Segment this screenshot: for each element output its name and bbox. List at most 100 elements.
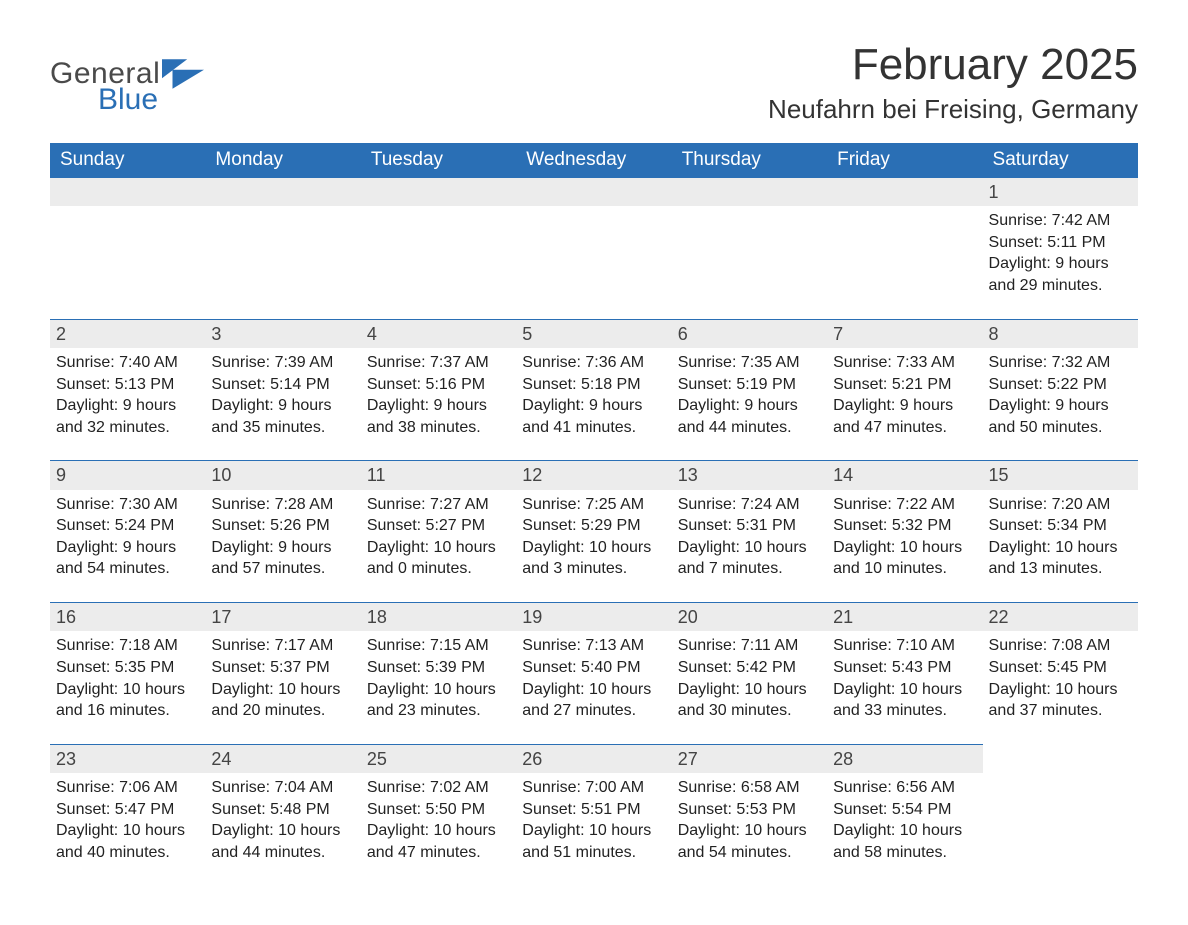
day-content: Sunrise: 7:33 AMSunset: 5:21 PMDaylight:… (833, 352, 976, 438)
sunrise-line: Sunrise: 7:28 AM (211, 494, 354, 516)
day-number: 23 (50, 745, 205, 773)
day-number: 17 (205, 603, 360, 631)
calendar-cell (205, 178, 360, 320)
logo-text: General Blue (50, 58, 204, 115)
calendar-cell: 12Sunrise: 7:25 AMSunset: 5:29 PMDayligh… (516, 461, 671, 603)
calendar-cell: 10Sunrise: 7:28 AMSunset: 5:26 PMDayligh… (205, 461, 360, 603)
day-number: 1 (983, 178, 1138, 206)
calendar-cell: 17 Sunrise: 7:17 AMSunset: 5:37 PMDayligh… (205, 603, 360, 745)
calendar-cell: 9Sunrise: 7:30 AMSunset: 5:24 PMDaylight… (50, 461, 205, 603)
calendar-cell: 5 Sunrise: 7:36 AMSunset: 5:18 PMDaylight… (516, 319, 671, 461)
sunrise-line: Sunrise: 7:06 AM (56, 777, 199, 799)
day-content: Sunrise: 7:06 AMSunset: 5:47 PMDaylight:… (56, 777, 199, 863)
daylight-line: Daylight: 10 hours and 51 minutes. (522, 820, 665, 863)
sunset-line: Sunset: 5:51 PM (522, 799, 665, 821)
calendar-cell: 7 Sunrise: 7:33 AMSunset: 5:21 PMDaylight… (827, 319, 982, 461)
calendar-header-row: SundayMondayTuesdayWednesdayThursdayFrid… (50, 143, 1138, 178)
empty-day-bar (205, 178, 360, 206)
day-number: 7 (827, 320, 982, 348)
daylight-line: Daylight: 9 hours and 35 minutes. (211, 395, 354, 438)
sunset-line: Sunset: 5:24 PM (56, 515, 199, 537)
empty-day-bar (672, 178, 827, 206)
daylight-line: Daylight: 10 hours and 33 minutes. (833, 679, 976, 722)
calendar-cell: 8Sunrise: 7:32 AMSunset: 5:22 PMDaylight… (983, 319, 1138, 461)
calendar-cell: 19Sunrise: 7:13 AMSunset: 5:40 PMDayligh… (516, 603, 671, 745)
calendar-body: 1Sunrise: 7:42 AMSunset: 5:11 PMDaylight… (50, 178, 1138, 886)
sunset-line: Sunset: 5:14 PM (211, 374, 354, 396)
sunset-line: Sunset: 5:50 PM (367, 799, 510, 821)
day-number: 2 (50, 320, 205, 348)
sunrise-line: Sunrise: 6:58 AM (678, 777, 821, 799)
daylight-line: Daylight: 9 hours and 44 minutes. (678, 395, 821, 438)
day-number: 24 (205, 745, 360, 773)
calendar-cell (983, 744, 1138, 885)
day-number: 3 (205, 320, 360, 348)
day-content: Sunrise: 7:18 AMSunset: 5:35 PMDaylight:… (56, 635, 199, 721)
day-number: 25 (361, 745, 516, 773)
day-number: 9 (50, 461, 205, 489)
weekday-header: Wednesday (516, 143, 671, 178)
day-content: Sunrise: 6:56 AMSunset: 5:54 PMDaylight:… (833, 777, 976, 863)
calendar-cell (827, 178, 982, 320)
calendar-cell (50, 178, 205, 320)
daylight-line: Daylight: 10 hours and 10 minutes. (833, 537, 976, 580)
sunset-line: Sunset: 5:43 PM (833, 657, 976, 679)
daylight-line: Daylight: 9 hours and 54 minutes. (56, 537, 199, 580)
day-content: Sunrise: 7:17 AMSunset: 5:37 PMDaylight:… (211, 635, 354, 721)
sunrise-line: Sunrise: 7:37 AM (367, 352, 510, 374)
daylight-line: Daylight: 10 hours and 37 minutes. (989, 679, 1132, 722)
sunrise-line: Sunrise: 7:13 AM (522, 635, 665, 657)
day-content: Sunrise: 7:35 AMSunset: 5:19 PMDaylight:… (678, 352, 821, 438)
calendar-cell: 25Sunrise: 7:02 AMSunset: 5:50 PMDayligh… (361, 744, 516, 885)
day-number: 27 (672, 745, 827, 773)
calendar-cell: 18Sunrise: 7:15 AMSunset: 5:39 PMDayligh… (361, 603, 516, 745)
page-title: February 2025 (768, 40, 1138, 90)
weekday-header: Saturday (983, 143, 1138, 178)
sunrise-line: Sunrise: 7:42 AM (989, 210, 1132, 232)
daylight-line: Daylight: 10 hours and 7 minutes. (678, 537, 821, 580)
sunset-line: Sunset: 5:53 PM (678, 799, 821, 821)
day-number: 16 (50, 603, 205, 631)
calendar-cell: 26Sunrise: 7:00 AMSunset: 5:51 PMDayligh… (516, 744, 671, 885)
day-number: 13 (672, 461, 827, 489)
calendar-cell: 11Sunrise: 7:27 AMSunset: 5:27 PMDayligh… (361, 461, 516, 603)
sunset-line: Sunset: 5:35 PM (56, 657, 199, 679)
day-content: Sunrise: 7:25 AMSunset: 5:29 PMDaylight:… (522, 494, 665, 580)
sunrise-line: Sunrise: 7:10 AM (833, 635, 976, 657)
daylight-line: Daylight: 9 hours and 47 minutes. (833, 395, 976, 438)
day-content: Sunrise: 7:08 AMSunset: 5:45 PMDaylight:… (989, 635, 1132, 721)
daylight-line: Daylight: 10 hours and 16 minutes. (56, 679, 199, 722)
calendar-cell: 13Sunrise: 7:24 AMSunset: 5:31 PMDayligh… (672, 461, 827, 603)
weekday-header: Sunday (50, 143, 205, 178)
sunrise-line: Sunrise: 7:08 AM (989, 635, 1132, 657)
weekday-header: Friday (827, 143, 982, 178)
calendar-cell: 3Sunrise: 7:39 AMSunset: 5:14 PMDaylight… (205, 319, 360, 461)
day-number: 5 (516, 320, 671, 348)
daylight-line: Daylight: 10 hours and 54 minutes. (678, 820, 821, 863)
sunset-line: Sunset: 5:18 PM (522, 374, 665, 396)
day-number: 14 (827, 461, 982, 489)
sunset-line: Sunset: 5:11 PM (989, 232, 1132, 254)
sunset-line: Sunset: 5:19 PM (678, 374, 821, 396)
calendar-week-row: 9Sunrise: 7:30 AMSunset: 5:24 PMDaylight… (50, 461, 1138, 603)
day-content: Sunrise: 7:37 AMSunset: 5:16 PMDaylight:… (367, 352, 510, 438)
sunset-line: Sunset: 5:34 PM (989, 515, 1132, 537)
day-content: Sunrise: 7:36 AMSunset: 5:18 PMDaylight:… (522, 352, 665, 438)
day-number: 8 (983, 320, 1138, 348)
title-block: February 2025 Neufahrn bei Freising, Ger… (768, 40, 1138, 125)
day-content: Sunrise: 6:58 AMSunset: 5:53 PMDaylight:… (678, 777, 821, 863)
daylight-line: Daylight: 10 hours and 44 minutes. (211, 820, 354, 863)
calendar-week-row: 16 Sunrise: 7:18 AMSunset: 5:35 PMDayligh… (50, 603, 1138, 745)
sunset-line: Sunset: 5:39 PM (367, 657, 510, 679)
daylight-line: Daylight: 9 hours and 29 minutes. (989, 253, 1132, 296)
daylight-line: Daylight: 10 hours and 40 minutes. (56, 820, 199, 863)
day-content: Sunrise: 7:40 AMSunset: 5:13 PMDaylight:… (56, 352, 199, 438)
sunrise-line: Sunrise: 7:27 AM (367, 494, 510, 516)
sunset-line: Sunset: 5:48 PM (211, 799, 354, 821)
location-subtitle: Neufahrn bei Freising, Germany (768, 94, 1138, 125)
sunrise-line: Sunrise: 7:33 AM (833, 352, 976, 374)
sunrise-line: Sunrise: 7:11 AM (678, 635, 821, 657)
weekday-header: Tuesday (361, 143, 516, 178)
day-content: Sunrise: 7:11 AMSunset: 5:42 PMDaylight:… (678, 635, 821, 721)
daylight-line: Daylight: 10 hours and 20 minutes. (211, 679, 354, 722)
